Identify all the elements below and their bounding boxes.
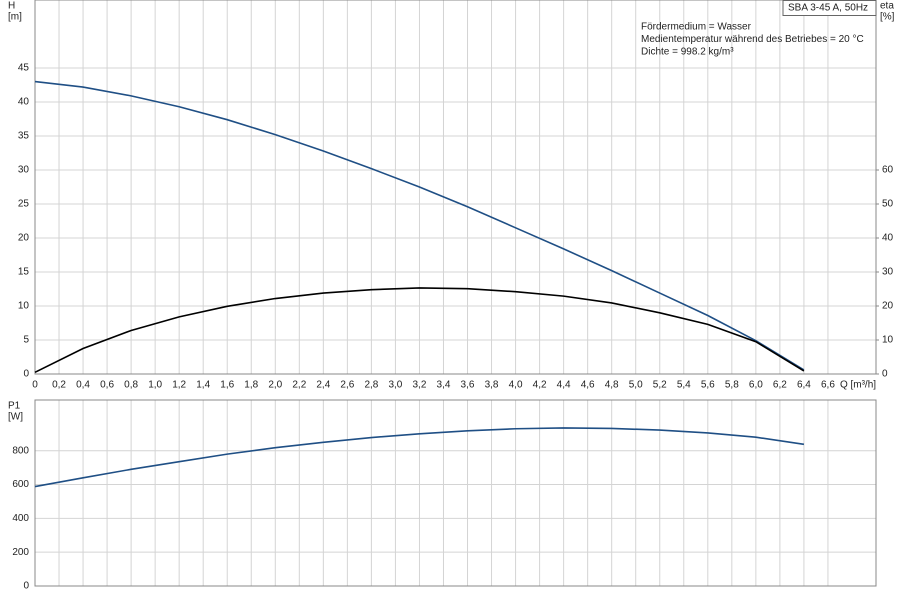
x-tick-label: 5,0 bbox=[629, 380, 643, 391]
plot-area bbox=[34, 399, 877, 587]
x-tick-label: 0,8 bbox=[124, 380, 138, 391]
y-tick-label: 800 bbox=[12, 445, 29, 456]
y-tick-label: 0 bbox=[23, 369, 29, 380]
x-tick-label: 6,2 bbox=[773, 380, 787, 391]
x-axis-label: Q [m³/h] bbox=[840, 380, 876, 391]
y-tick-label: 0 bbox=[23, 581, 29, 592]
x-tick-label: 3,6 bbox=[461, 380, 475, 391]
axis-title: H bbox=[8, 1, 15, 12]
y2-tick-label: 0 bbox=[882, 369, 888, 380]
axis-title: P1 bbox=[8, 401, 21, 412]
x-tick-label: 1,2 bbox=[172, 380, 186, 391]
y-tick-label: 400 bbox=[12, 513, 29, 524]
y2-tick-label: 30 bbox=[882, 267, 894, 278]
x-tick-label: 4,6 bbox=[581, 380, 595, 391]
y2-tick-label: 60 bbox=[882, 165, 894, 176]
annotation: Dichte = 998.2 kg/m³ bbox=[641, 47, 734, 58]
title-box bbox=[782, 0, 877, 16]
chart-title: SBA 3-45 A, 50Hz bbox=[788, 3, 868, 14]
x-tick-label: 0,6 bbox=[100, 380, 114, 391]
x-tick-label: 0,2 bbox=[52, 380, 66, 391]
y-tick-label: 20 bbox=[18, 233, 30, 244]
x-tick-label: 5,2 bbox=[653, 380, 667, 391]
y-tick-label: 5 bbox=[23, 335, 29, 346]
annotation: Fördermedium = Wasser bbox=[641, 22, 752, 33]
x-tick-label: 1,8 bbox=[244, 380, 258, 391]
annotation: Medientemperatur während des Betriebes =… bbox=[641, 34, 864, 45]
x-tick-label: 3,8 bbox=[485, 380, 499, 391]
x-tick-label: 5,6 bbox=[701, 380, 715, 391]
plot-frame bbox=[34, 399, 877, 587]
x-tick-label: 0,4 bbox=[76, 380, 90, 391]
axis-unit: [m] bbox=[8, 12, 22, 23]
y-tick-label: 25 bbox=[18, 199, 30, 210]
y2-tick-label: 20 bbox=[882, 301, 894, 312]
plot-area bbox=[34, 0, 877, 375]
x-tick-label: 3,2 bbox=[413, 380, 427, 391]
x-tick-label: 5,8 bbox=[725, 380, 739, 391]
y-tick-label: 40 bbox=[18, 97, 30, 108]
y-tick-label: 10 bbox=[18, 301, 30, 312]
x-tick-label: 3,4 bbox=[437, 380, 451, 391]
plot-frame bbox=[34, 0, 877, 375]
x-tick-label: 5,4 bbox=[677, 380, 691, 391]
x-tick-label: 4,4 bbox=[557, 380, 571, 391]
series-line bbox=[34, 287, 805, 374]
series-line bbox=[34, 80, 805, 371]
axis-unit: [%] bbox=[880, 12, 895, 23]
y-tick-label: 35 bbox=[18, 131, 30, 142]
y2-tick-label: 40 bbox=[882, 233, 894, 244]
x-tick-label: 0 bbox=[32, 380, 38, 391]
x-tick-label: 6,0 bbox=[749, 380, 763, 391]
x-tick-label: 1,4 bbox=[196, 380, 210, 391]
x-tick-label: 2,0 bbox=[268, 380, 282, 391]
series-line bbox=[34, 427, 805, 488]
x-tick-label: 2,8 bbox=[364, 380, 378, 391]
x-tick-label: 6,4 bbox=[797, 380, 811, 391]
x-tick-label: 1,0 bbox=[148, 380, 162, 391]
x-tick-label: 3,0 bbox=[388, 380, 402, 391]
y-tick-label: 45 bbox=[18, 63, 30, 74]
x-tick-label: 4,8 bbox=[605, 380, 619, 391]
x-tick-label: 6,6 bbox=[821, 380, 835, 391]
axis-title: eta bbox=[880, 1, 894, 12]
x-tick-label: 2,6 bbox=[340, 380, 354, 391]
y-tick-label: 30 bbox=[18, 165, 30, 176]
x-tick-label: 2,2 bbox=[292, 380, 306, 391]
y-tick-label: 600 bbox=[12, 479, 29, 490]
y-tick-label: 15 bbox=[18, 267, 30, 278]
axis-unit: [W] bbox=[8, 412, 23, 423]
x-tick-label: 2,4 bbox=[316, 380, 330, 391]
x-tick-label: 1,6 bbox=[220, 380, 234, 391]
y2-tick-label: 10 bbox=[882, 335, 894, 346]
y2-tick-label: 50 bbox=[882, 199, 894, 210]
y-tick-label: 200 bbox=[12, 547, 29, 558]
x-tick-label: 4,2 bbox=[533, 380, 547, 391]
x-tick-label: 4,0 bbox=[509, 380, 523, 391]
